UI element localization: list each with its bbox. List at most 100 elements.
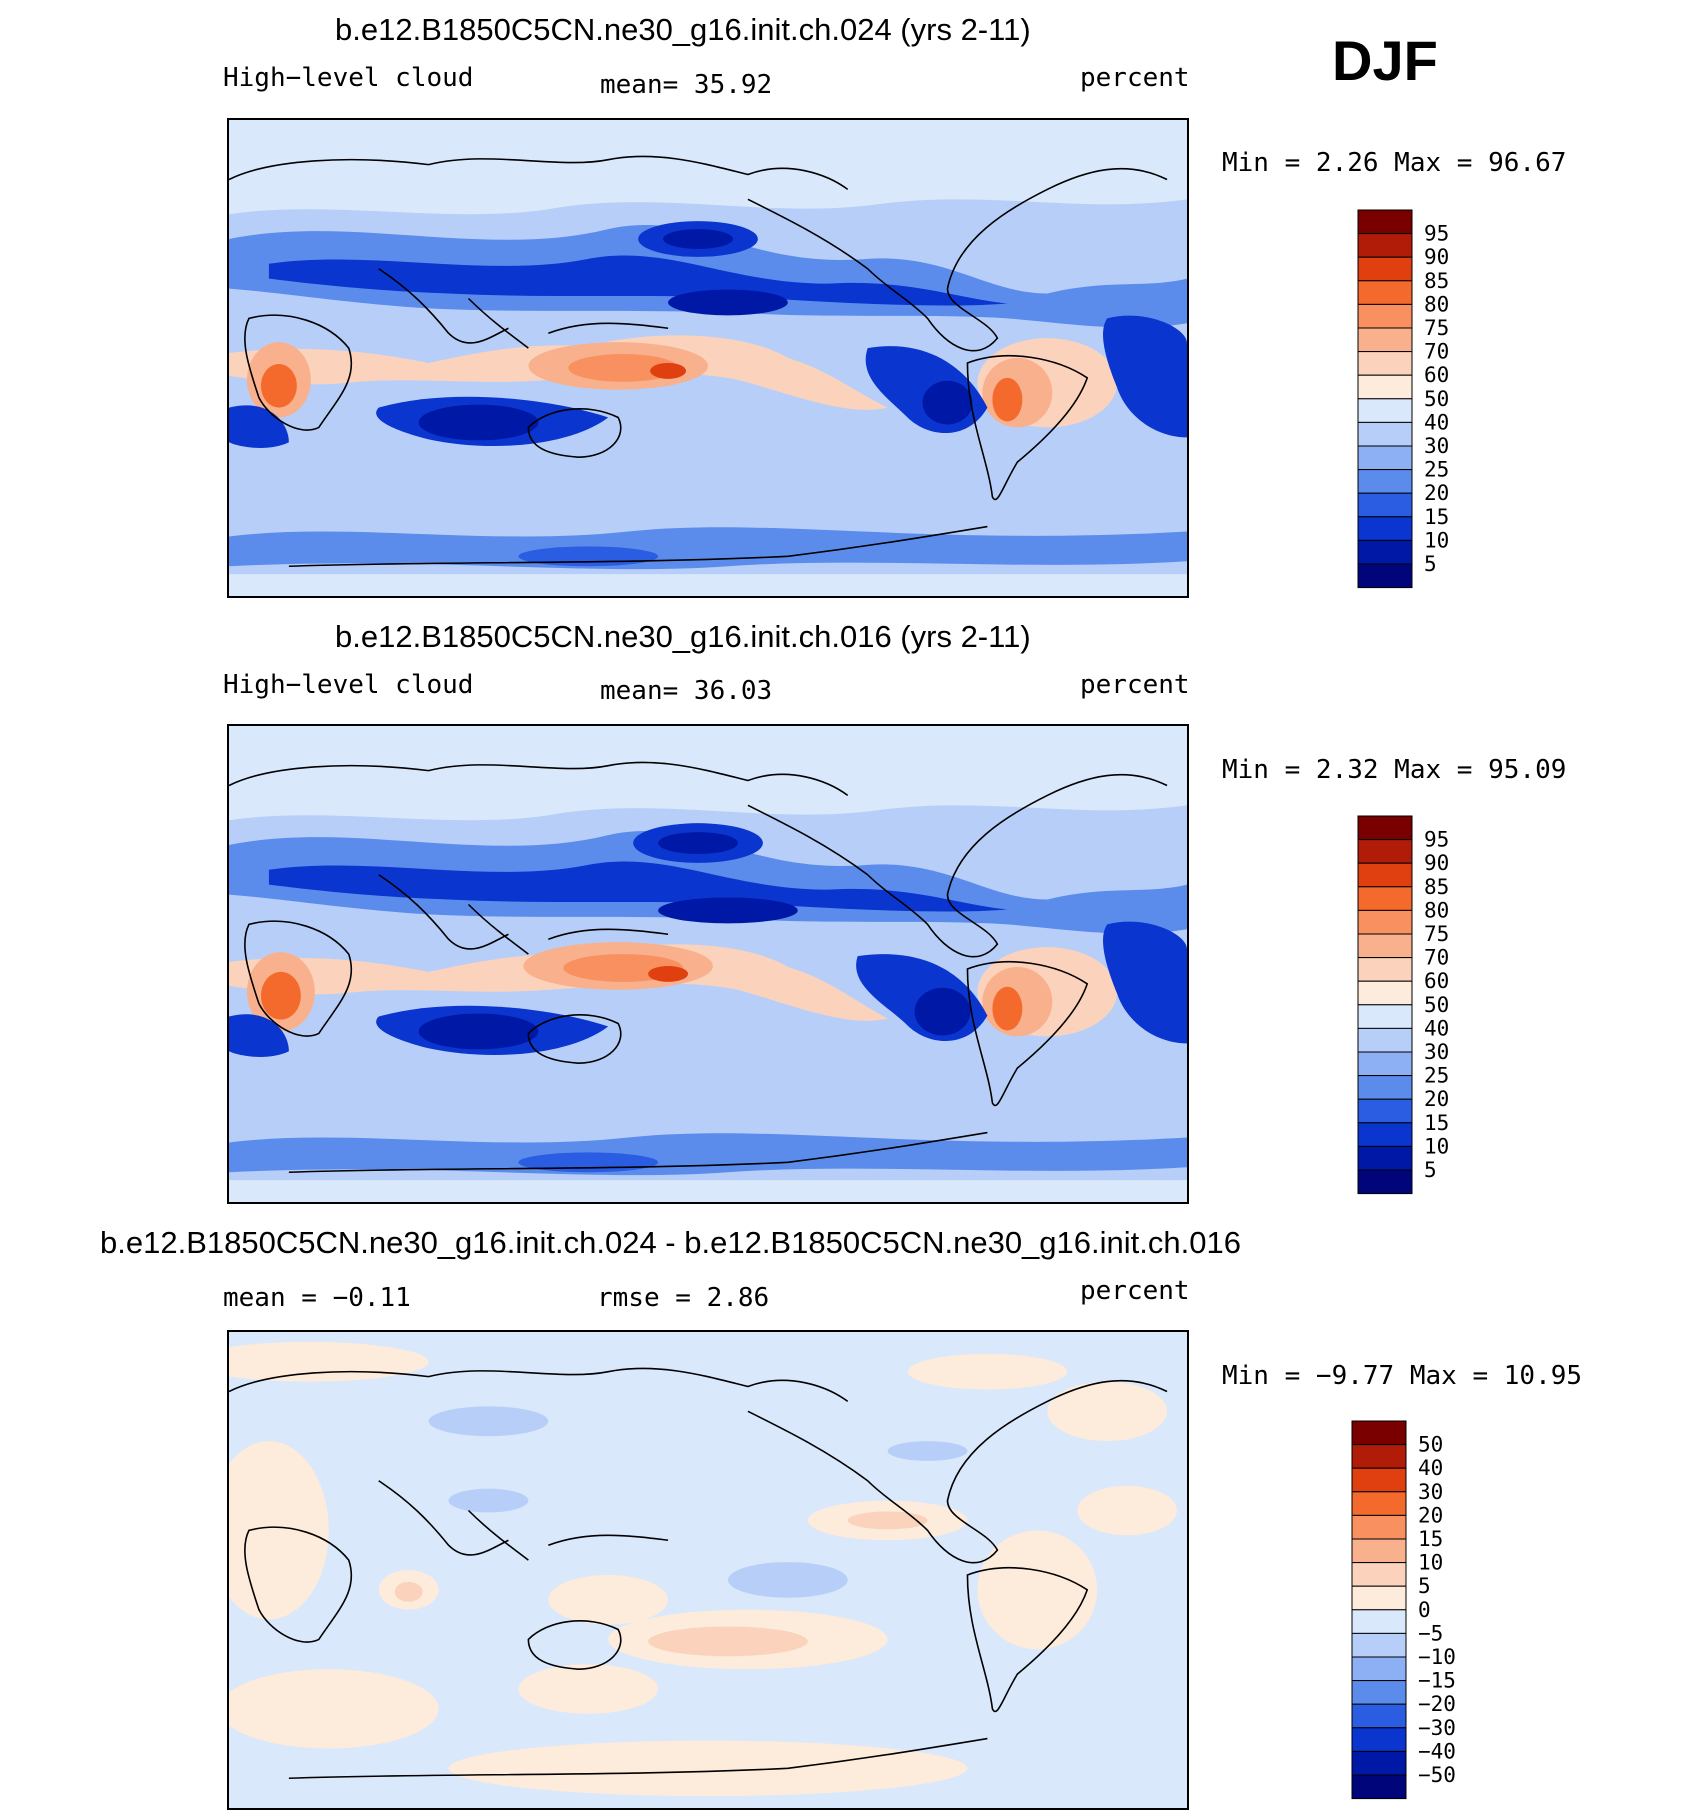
- panel2-colorbar-box: [1357, 1098, 1413, 1124]
- panel1-colorbar-box: [1357, 233, 1413, 258]
- panel1-colorbar-box: [1357, 351, 1413, 376]
- panel2-colorbar-label: 20: [1424, 1087, 1449, 1111]
- panel1-colorbar-label: 90: [1424, 245, 1449, 269]
- panel1-colorbar-box: [1357, 563, 1413, 589]
- panel1-colorbar-box: [1357, 516, 1413, 541]
- panel3-colorbar-box: [1351, 1420, 1407, 1446]
- panel3-colorbar-box: [1351, 1538, 1407, 1564]
- panel3-colorbar-box: [1351, 1562, 1407, 1587]
- panel1-colorbar-label: 80: [1424, 292, 1449, 316]
- panel2-colorbar-box: [1357, 1169, 1413, 1195]
- panel3-colorbar-label: 40: [1418, 1456, 1443, 1480]
- panel1-minmax-label: Min = 2.26 Max = 96.67: [1222, 148, 1567, 178]
- panel2-colorbar-box: [1357, 933, 1413, 959]
- panel1-colorbar-label: 5: [1424, 552, 1437, 576]
- panel1-colorbar-box: [1357, 492, 1413, 518]
- panel3-colorbar-label: −50: [1418, 1763, 1456, 1787]
- panel1-colorbar-label: 70: [1424, 340, 1449, 364]
- panel3-mean-label: mean = −0.11: [223, 1283, 411, 1313]
- panel3-colorbar-label: −10: [1418, 1645, 1456, 1669]
- panel3-colorbar-label: 0: [1418, 1598, 1431, 1622]
- panel3-colorbar-label: 20: [1418, 1503, 1443, 1527]
- panel1-colorbar-label: 40: [1424, 410, 1449, 434]
- panel3-colorbar-box: [1351, 1444, 1407, 1469]
- panel1-colorbar-box: [1357, 469, 1413, 494]
- panel2-colorbar-label: 5: [1424, 1158, 1437, 1182]
- panel3-colorbar-label: 30: [1418, 1480, 1443, 1504]
- panel3-colorbar-box: [1351, 1703, 1407, 1729]
- panel1-colorbar-label: 20: [1424, 481, 1449, 505]
- panel2-colorbar-label: 95: [1424, 828, 1449, 852]
- panel1-colorbar-box: [1357, 209, 1413, 235]
- panel3-colorbar-label: −30: [1418, 1716, 1456, 1740]
- panel3-colorbar-box: [1351, 1656, 1407, 1682]
- panel3-colorbar-box: [1351, 1632, 1407, 1658]
- panel1-title: b.e12.B1850C5CN.ne30_g16.init.ch.024 (yr…: [335, 12, 1031, 47]
- panel2-colorbar: 95 90 85 80 75 70 60 50 40 30 25 20 15 10 5: [1357, 815, 1488, 1196]
- panel3-colorbar-box: [1351, 1750, 1407, 1776]
- panel2-colorbar-box: [1357, 862, 1413, 888]
- panel3-colorbar-label: 50: [1418, 1433, 1443, 1457]
- panel2-colorbar-box: [1357, 1027, 1413, 1053]
- panel2-colorbar-box: [1357, 909, 1413, 935]
- season-label: DJF: [1332, 29, 1438, 92]
- panel3-rmse-label: rmse = 2.86: [597, 1283, 770, 1313]
- panel1-colorbar-box: [1357, 398, 1413, 423]
- panel3-colorbar-label: 15: [1418, 1527, 1443, 1551]
- panel1-colorbar-box: [1357, 303, 1413, 329]
- panel3-minmax-label: Min = −9.77 Max = 10.95: [1222, 1361, 1583, 1391]
- panel1-colorbar-label: 85: [1424, 269, 1449, 293]
- panel2-colorbar-label: 40: [1424, 1016, 1449, 1040]
- panel1-colorbar-box: [1357, 327, 1413, 353]
- panel2-colorbar-label: 15: [1424, 1111, 1449, 1135]
- panel3-colorbar-label: −15: [1418, 1669, 1456, 1693]
- panel2-colorbar-box: [1357, 1004, 1413, 1029]
- panel3-map: [227, 1330, 1189, 1810]
- panel1-colorbar-box: [1357, 445, 1413, 471]
- panel1-colorbar-label: 60: [1424, 363, 1449, 387]
- panel3-colorbar-box: [1351, 1680, 1407, 1705]
- panel3-title: b.e12.B1850C5CN.ne30_g16.init.ch.024 - b…: [100, 1225, 1241, 1260]
- panel2-map: [227, 724, 1189, 1204]
- panel1-colorbar: 95 90 85 80 75 70 60 50 40 30 25 20 15 10 5: [1357, 209, 1488, 590]
- panel2-contour-field: [229, 726, 1187, 1202]
- panel3-contour-field: [229, 1332, 1187, 1808]
- panel3-colorbar-box: [1351, 1514, 1407, 1540]
- panel2-colorbar-label: 25: [1424, 1064, 1449, 1088]
- panel1-colorbar-box: [1357, 280, 1413, 305]
- panel3-colorbar-box: [1351, 1585, 1407, 1611]
- panel2-colorbar-label: 10: [1424, 1134, 1449, 1158]
- panel2-colorbar-box: [1357, 1075, 1413, 1100]
- panel2-minmax-label: Min = 2.32 Max = 95.09: [1222, 755, 1567, 785]
- panel2-title: b.e12.B1850C5CN.ne30_g16.init.ch.016 (yr…: [335, 619, 1031, 654]
- panel2-units-label: percent: [1080, 670, 1190, 700]
- panel2-colorbar-label: 60: [1424, 969, 1449, 993]
- panel2-variable-label: High−level cloud: [223, 670, 474, 700]
- panel2-colorbar-label: 30: [1424, 1040, 1449, 1064]
- panel1-units-label: percent: [1080, 63, 1190, 93]
- panel1-colorbar-box: [1357, 539, 1413, 565]
- panel3-colorbar-box: [1351, 1467, 1407, 1493]
- panel1-colorbar-label: 50: [1424, 387, 1449, 411]
- panel1-colorbar-label: 15: [1424, 505, 1449, 529]
- panel3-colorbar-box: [1351, 1774, 1407, 1800]
- panel1-colorbar-box: [1357, 256, 1413, 282]
- panel2-colorbar-box: [1357, 1051, 1413, 1077]
- panel1-colorbar-label: 25: [1424, 458, 1449, 482]
- panel2-colorbar-label: 80: [1424, 898, 1449, 922]
- panel1-colorbar-box: [1357, 374, 1413, 400]
- panel3-colorbar: 50 40 30 20 15 10 5 0 −5 −10 −15 −20 −30 −40 −50: [1351, 1420, 1492, 1801]
- panel3-colorbar-label: −20: [1418, 1692, 1456, 1716]
- panel1-map: [227, 118, 1189, 598]
- panel2-colorbar-label: 90: [1424, 851, 1449, 875]
- panel1-colorbar-label: 10: [1424, 528, 1449, 552]
- panel3-colorbar-box: [1351, 1727, 1407, 1752]
- panel2-colorbar-box: [1357, 980, 1413, 1006]
- panel2-colorbar-box: [1357, 957, 1413, 982]
- panel3-colorbar-box: [1351, 1609, 1407, 1634]
- panel2-colorbar-label: 75: [1424, 922, 1449, 946]
- panel1-colorbar-box: [1357, 421, 1413, 447]
- panel3-colorbar-label: −5: [1418, 1621, 1443, 1645]
